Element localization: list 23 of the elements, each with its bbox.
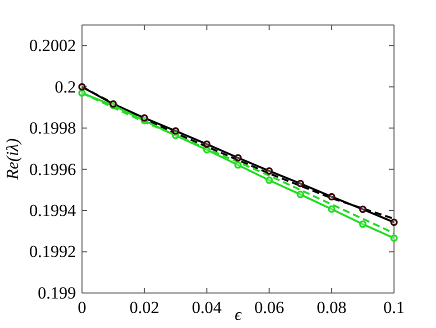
- y-axis-title: Re(iλ): [3, 138, 22, 181]
- point: [203, 146, 210, 154]
- y-tick-label: 0.1998: [29, 118, 76, 138]
- point: [266, 176, 273, 184]
- x-tick-label: 0: [78, 298, 86, 318]
- point: [328, 205, 336, 213]
- y-tick-label: 0.1992: [29, 242, 76, 262]
- y-tick-label: 0.2002: [29, 36, 76, 56]
- point: [78, 89, 86, 97]
- point: [390, 234, 398, 242]
- x-tick-label: 0.02: [130, 298, 160, 318]
- y-tick-label: 0.1994: [29, 200, 76, 220]
- x-axis-title: ϵ: [234, 305, 243, 324]
- x-tick-label: 0.06: [254, 298, 284, 318]
- y-tick-label: 0.199: [38, 283, 76, 302]
- point: [359, 220, 366, 228]
- x-tick-label: 0.1: [383, 298, 405, 318]
- point: [234, 161, 242, 169]
- y-tick-label: 0.2: [54, 77, 76, 96]
- y-tick-label: 0.1996: [29, 160, 76, 179]
- x-tick-label: 0.04: [192, 298, 222, 318]
- point: [296, 190, 304, 198]
- x-tick-label: 0.08: [316, 298, 346, 318]
